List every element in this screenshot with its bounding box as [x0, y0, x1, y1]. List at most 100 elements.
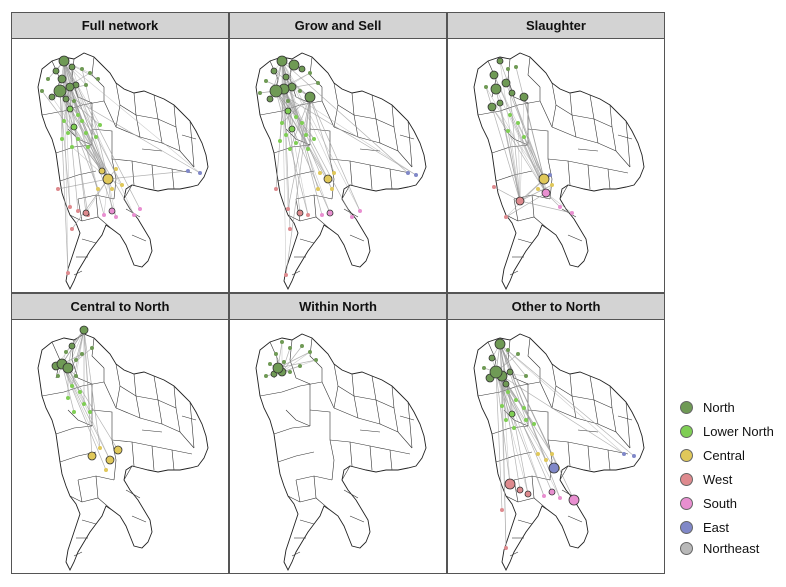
node — [414, 173, 418, 177]
node — [276, 55, 288, 67]
node — [88, 71, 92, 75]
edge — [59, 90, 71, 208]
node — [264, 79, 268, 83]
province-border — [309, 337, 323, 369]
panel-title: Within North — [230, 294, 446, 320]
province-border — [131, 441, 135, 467]
province-border — [555, 104, 613, 128]
node — [496, 99, 504, 107]
node — [306, 147, 310, 151]
node — [269, 84, 283, 98]
node — [82, 209, 90, 217]
edge — [69, 86, 105, 216]
edge — [61, 363, 107, 471]
province-border — [369, 164, 373, 190]
province-border — [329, 439, 335, 481]
edge — [81, 68, 109, 180]
province-border — [527, 56, 541, 88]
edge — [275, 90, 309, 216]
edge — [67, 329, 85, 369]
node — [532, 422, 536, 426]
province-border — [309, 128, 331, 159]
province-border — [389, 168, 393, 190]
legend-label: Central — [703, 448, 745, 463]
node — [68, 342, 76, 350]
edge — [515, 66, 545, 180]
node-group — [484, 57, 574, 219]
node — [516, 352, 520, 356]
node — [568, 494, 580, 506]
node — [550, 452, 554, 456]
edge — [281, 351, 311, 373]
edge — [69, 86, 117, 218]
node — [524, 418, 528, 422]
node — [94, 135, 98, 139]
legend-label: West — [703, 472, 733, 487]
legend-swatch — [680, 401, 693, 414]
node — [58, 55, 70, 67]
province-border — [313, 194, 317, 218]
province-border — [259, 381, 323, 397]
node — [286, 99, 290, 103]
node — [62, 362, 74, 374]
country-outline — [37, 52, 209, 291]
edge — [283, 88, 315, 140]
node — [68, 63, 76, 71]
edge — [491, 106, 547, 194]
node-group — [40, 55, 202, 275]
province-border — [349, 515, 365, 523]
node — [316, 81, 320, 85]
panel-title: Slaughter — [448, 13, 664, 39]
province-border — [81, 497, 113, 511]
province-border — [295, 198, 301, 222]
province-border — [567, 441, 571, 467]
province-border — [73, 270, 83, 276]
node — [72, 410, 76, 414]
legend-item-northeast: Northeast — [680, 541, 759, 556]
province-border — [607, 449, 611, 471]
node — [284, 107, 292, 115]
node — [522, 406, 526, 410]
province-border — [527, 409, 549, 440]
node — [482, 366, 486, 370]
edge — [501, 375, 625, 455]
node — [104, 468, 108, 472]
node — [500, 508, 504, 512]
node — [62, 119, 66, 123]
node — [406, 171, 410, 175]
legend-label: North — [703, 400, 735, 415]
edge-group — [265, 341, 317, 377]
node — [514, 398, 518, 402]
edge — [495, 371, 503, 511]
province-border — [125, 489, 141, 499]
edge — [281, 60, 409, 174]
node — [306, 213, 310, 217]
edge — [283, 88, 417, 176]
province-border — [77, 377, 93, 410]
node — [501, 78, 511, 88]
province-border — [299, 497, 331, 511]
node — [323, 174, 333, 184]
node — [114, 215, 118, 219]
node — [506, 67, 510, 71]
edge — [61, 363, 111, 461]
province-border — [299, 238, 315, 244]
node — [548, 173, 552, 177]
node — [56, 187, 60, 191]
node — [102, 173, 114, 185]
node — [494, 338, 506, 350]
province-border — [81, 216, 113, 230]
panel-title: Grow and Sell — [230, 13, 446, 39]
node — [538, 173, 550, 185]
edge — [67, 367, 111, 461]
province-border — [359, 429, 381, 433]
province-border — [625, 401, 631, 449]
panel-slaughter: Slaughter — [447, 12, 665, 293]
province-border — [67, 409, 93, 427]
edge — [275, 90, 417, 176]
edge — [107, 170, 189, 180]
edge — [71, 329, 85, 387]
panel-title: Full network — [12, 13, 228, 39]
node — [88, 410, 92, 414]
province-border — [531, 475, 535, 499]
